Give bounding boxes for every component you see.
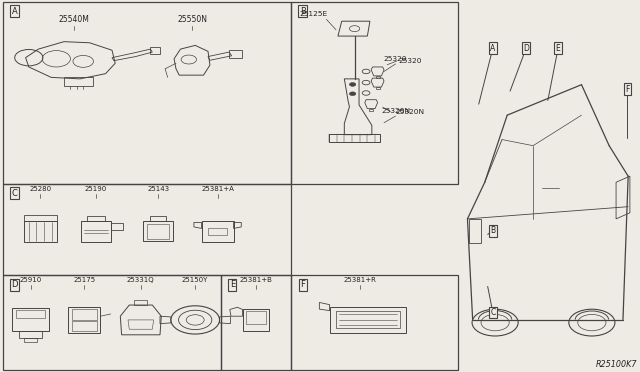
Text: 25550N: 25550N bbox=[177, 15, 207, 24]
Text: 25381+B: 25381+B bbox=[239, 277, 273, 283]
Text: B: B bbox=[300, 7, 306, 16]
Text: 25381+A: 25381+A bbox=[201, 186, 234, 192]
Text: 25331Q: 25331Q bbox=[127, 277, 155, 283]
Circle shape bbox=[349, 92, 356, 96]
Text: 25320N: 25320N bbox=[396, 109, 424, 115]
Text: F: F bbox=[625, 85, 629, 94]
Circle shape bbox=[349, 83, 356, 86]
Text: 25540M: 25540M bbox=[58, 15, 89, 24]
Text: A: A bbox=[12, 7, 17, 16]
Text: A: A bbox=[490, 44, 495, 53]
Text: F: F bbox=[300, 280, 305, 289]
Text: C: C bbox=[490, 308, 495, 317]
Text: 25910: 25910 bbox=[20, 277, 42, 283]
Text: R25100K7: R25100K7 bbox=[595, 360, 637, 369]
Text: E: E bbox=[556, 44, 561, 53]
Text: 25320: 25320 bbox=[398, 58, 422, 64]
Text: D: D bbox=[12, 280, 18, 289]
Text: C: C bbox=[12, 189, 18, 198]
Text: 25190: 25190 bbox=[85, 186, 107, 192]
Text: 25320: 25320 bbox=[384, 56, 407, 62]
Text: 25125E: 25125E bbox=[300, 11, 328, 17]
Text: 25143: 25143 bbox=[147, 186, 169, 192]
Text: 25150Y: 25150Y bbox=[182, 277, 209, 283]
Text: 25280: 25280 bbox=[29, 186, 51, 192]
Text: E: E bbox=[230, 280, 235, 289]
Text: D: D bbox=[523, 44, 529, 53]
Text: 25320N: 25320N bbox=[381, 108, 410, 114]
Text: 25175: 25175 bbox=[74, 277, 95, 283]
Text: 25381+R: 25381+R bbox=[343, 277, 376, 283]
Text: B: B bbox=[490, 226, 495, 235]
